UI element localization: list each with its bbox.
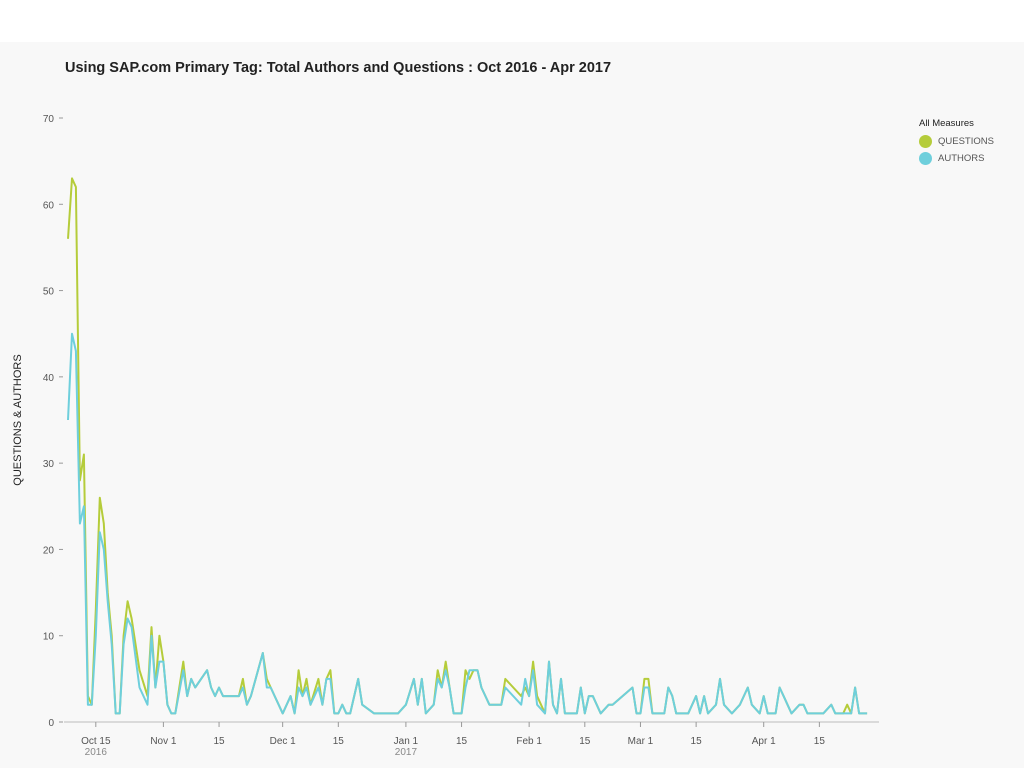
legend-swatch-questions xyxy=(919,135,932,148)
y-tick-label: 10 xyxy=(43,632,55,643)
series-line-questions xyxy=(67,177,868,715)
legend[interactable]: All Measures QUESTIONS AUTHORS xyxy=(919,118,994,167)
y-tick-label: 30 xyxy=(43,459,55,470)
y-tick-label: 50 xyxy=(43,287,55,298)
x-tick-label: Dec 1 xyxy=(270,736,297,747)
legend-item-authors[interactable]: AUTHORS xyxy=(919,150,994,167)
y-tick-label: 70 xyxy=(43,114,55,125)
x-tick-label: Nov 1 xyxy=(150,736,177,747)
y-tick-label: 40 xyxy=(43,373,55,384)
x-tick-label: 15 xyxy=(456,736,468,747)
legend-item-questions[interactable]: QUESTIONS xyxy=(919,133,994,150)
x-tick-label: 15 xyxy=(579,736,591,747)
legend-label-authors: AUTHORS xyxy=(938,153,985,164)
x-tick-label: 15 xyxy=(814,736,826,747)
y-tick-label: 60 xyxy=(43,200,55,211)
x-tick-label: Apr 1 xyxy=(752,736,776,747)
chart-title: Using SAP.com Primary Tag: Total Authors… xyxy=(65,60,612,76)
x-tick-label: Jan 1 xyxy=(394,736,419,747)
x-tick-label: 15 xyxy=(213,736,225,747)
legend-label-questions: QUESTIONS xyxy=(938,136,994,147)
legend-swatch-authors xyxy=(919,152,932,165)
y-tick-label: 0 xyxy=(48,718,54,729)
x-tick-label: 15 xyxy=(691,736,703,747)
series-line-authors xyxy=(67,332,868,715)
x-tick-label: Oct 15 xyxy=(81,736,111,747)
x-tick-label: Mar 1 xyxy=(628,736,654,747)
chart-panel xyxy=(0,42,1024,768)
y-tick-label: 20 xyxy=(43,545,55,556)
x-tick-label: 15 xyxy=(333,736,345,747)
legend-title: All Measures xyxy=(919,118,974,129)
x-tick-label: Feb 1 xyxy=(516,736,542,747)
x-tick-sublabel: 2016 xyxy=(85,747,108,758)
x-tick-sublabel: 2017 xyxy=(395,747,418,758)
